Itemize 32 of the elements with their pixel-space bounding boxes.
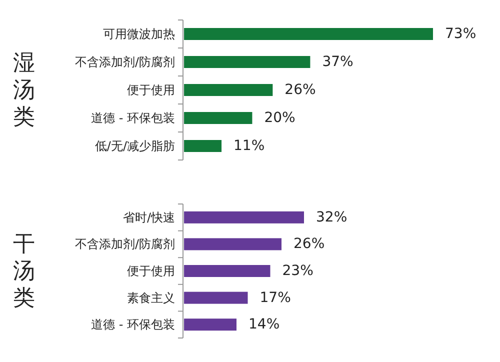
- y-tick-label: 道德 - 环保包装: [91, 111, 175, 125]
- y-axis-title: 湿汤类: [13, 50, 35, 130]
- bar: [184, 84, 273, 96]
- bar: [184, 28, 433, 40]
- y-tick-label: 不含添加剂/防腐剂: [74, 237, 175, 252]
- data-label: 11%: [234, 138, 265, 154]
- y-tick-label: 低/无/减少脂肪: [94, 139, 175, 153]
- y-tick-label: 不含添加剂/防腐剂: [74, 55, 175, 69]
- data-label: 20%: [264, 110, 296, 126]
- data-label: 14%: [248, 316, 280, 333]
- y-tick-label: 道德 - 环保包装: [91, 318, 175, 332]
- y-tick-label: 便于使用: [127, 264, 175, 278]
- bar: [184, 112, 252, 124]
- data-label: 17%: [260, 290, 291, 306]
- bar: [184, 56, 310, 68]
- data-label: 26%: [284, 82, 316, 98]
- data-label: 73%: [445, 26, 476, 42]
- bar: [184, 211, 304, 224]
- bar: [184, 238, 282, 250]
- bar: [184, 265, 270, 277]
- data-label: 23%: [282, 263, 314, 279]
- data-label: 32%: [316, 209, 348, 226]
- y-tick-label: 可用微波加热: [103, 27, 175, 41]
- data-label: 26%: [294, 236, 325, 252]
- y-axis-title: 干汤类: [13, 232, 35, 310]
- bar: [184, 292, 248, 304]
- bar: [184, 318, 236, 331]
- bar: [184, 140, 222, 152]
- y-tick-label: 便于使用: [127, 83, 175, 97]
- y-tick-label: 省时/快速: [122, 210, 175, 224]
- y-tick-label: 素食主义: [127, 290, 175, 305]
- data-label: 37%: [322, 54, 354, 70]
